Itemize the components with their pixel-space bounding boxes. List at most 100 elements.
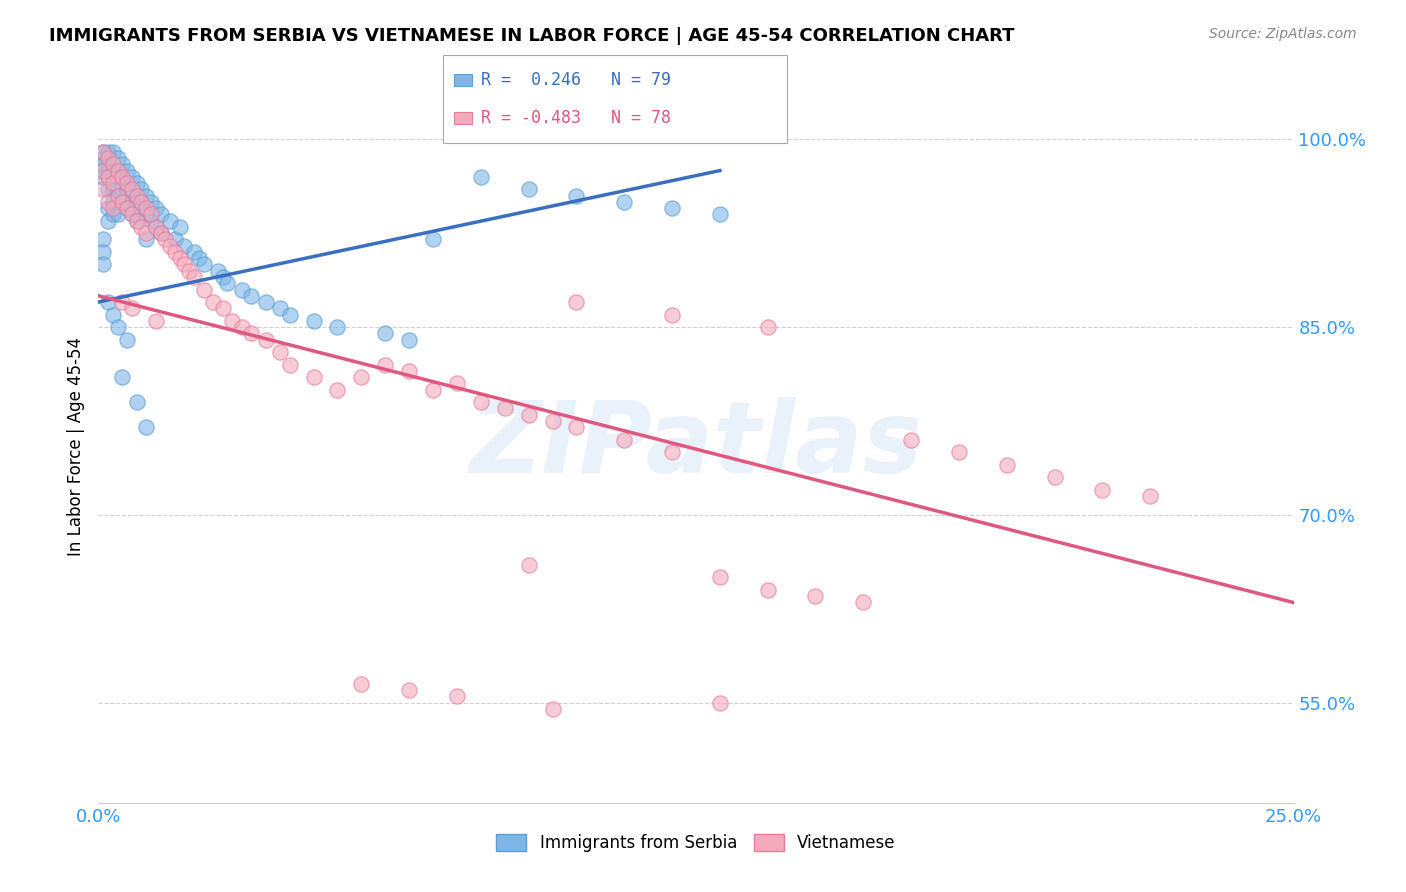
Point bbox=[948, 445, 970, 459]
Point bbox=[470, 169, 492, 184]
Point bbox=[111, 169, 134, 184]
Point bbox=[107, 320, 129, 334]
Point bbox=[125, 194, 148, 209]
Point bbox=[115, 163, 138, 178]
Point bbox=[661, 445, 683, 459]
Point bbox=[115, 176, 138, 190]
Point bbox=[661, 308, 683, 322]
Point bbox=[107, 169, 129, 184]
Point bbox=[995, 458, 1018, 472]
Point bbox=[97, 194, 120, 209]
Point bbox=[135, 207, 157, 221]
Point bbox=[115, 182, 138, 196]
Point bbox=[517, 182, 540, 196]
Point bbox=[202, 295, 225, 310]
Point bbox=[179, 264, 201, 278]
Point bbox=[135, 188, 157, 202]
Point bbox=[111, 194, 134, 209]
Point bbox=[139, 207, 162, 221]
Point bbox=[91, 169, 114, 184]
Point bbox=[91, 182, 114, 196]
Point bbox=[139, 194, 162, 209]
Point bbox=[183, 244, 205, 259]
Point bbox=[101, 207, 124, 221]
Point bbox=[135, 226, 157, 240]
Point bbox=[91, 232, 114, 246]
Point bbox=[145, 219, 167, 234]
Point bbox=[107, 188, 129, 202]
Point bbox=[121, 301, 143, 316]
Point bbox=[125, 213, 148, 227]
Point bbox=[101, 176, 124, 190]
Text: R =  0.246   N = 79: R = 0.246 N = 79 bbox=[481, 70, 671, 89]
Text: ZIPatlas: ZIPatlas bbox=[470, 398, 922, 494]
Point bbox=[517, 408, 540, 422]
Point bbox=[217, 277, 239, 291]
Point bbox=[207, 264, 229, 278]
Point bbox=[101, 182, 124, 196]
Point bbox=[254, 295, 277, 310]
Point bbox=[211, 270, 233, 285]
Point bbox=[111, 157, 134, 171]
Point bbox=[149, 226, 172, 240]
Point bbox=[193, 283, 215, 297]
Point bbox=[470, 395, 492, 409]
Point bbox=[131, 182, 153, 196]
Point bbox=[269, 301, 291, 316]
Point bbox=[1043, 470, 1066, 484]
Point bbox=[326, 320, 349, 334]
Point bbox=[278, 358, 301, 372]
Point bbox=[101, 163, 124, 178]
Point bbox=[131, 194, 153, 209]
Point bbox=[159, 238, 181, 252]
Point bbox=[422, 232, 444, 246]
Legend: Immigrants from Serbia, Vietnamese: Immigrants from Serbia, Vietnamese bbox=[489, 827, 903, 859]
Point bbox=[91, 157, 114, 171]
Point bbox=[91, 151, 114, 165]
Point bbox=[422, 383, 444, 397]
Point bbox=[97, 182, 120, 196]
Point bbox=[709, 696, 731, 710]
Point bbox=[173, 257, 195, 271]
Point bbox=[145, 314, 167, 328]
Point bbox=[101, 194, 124, 209]
Point bbox=[135, 232, 157, 246]
Point bbox=[91, 145, 114, 159]
Point bbox=[494, 401, 516, 416]
Point bbox=[121, 182, 143, 196]
Point bbox=[149, 226, 172, 240]
Point bbox=[97, 201, 120, 215]
Point bbox=[613, 433, 636, 447]
Point bbox=[163, 232, 186, 246]
Point bbox=[709, 570, 731, 584]
Point bbox=[269, 345, 291, 359]
Point bbox=[101, 157, 124, 171]
Point bbox=[661, 201, 683, 215]
Text: R = -0.483   N = 78: R = -0.483 N = 78 bbox=[481, 109, 671, 128]
Point bbox=[135, 420, 157, 434]
Point bbox=[231, 320, 253, 334]
Point bbox=[101, 201, 124, 215]
Point bbox=[111, 194, 134, 209]
Point bbox=[97, 151, 120, 165]
Point bbox=[1091, 483, 1114, 497]
Point bbox=[111, 370, 134, 384]
Text: Source: ZipAtlas.com: Source: ZipAtlas.com bbox=[1209, 27, 1357, 41]
Point bbox=[169, 251, 191, 265]
Point bbox=[541, 414, 564, 428]
Point bbox=[541, 702, 564, 716]
Point bbox=[211, 301, 233, 316]
Point bbox=[565, 295, 588, 310]
Point bbox=[446, 690, 468, 704]
Point bbox=[517, 558, 540, 572]
Point bbox=[756, 582, 779, 597]
Point bbox=[91, 257, 114, 271]
Point bbox=[121, 169, 143, 184]
Point bbox=[398, 333, 420, 347]
Point bbox=[852, 595, 875, 609]
Point bbox=[135, 201, 157, 215]
Point bbox=[221, 314, 243, 328]
Point bbox=[125, 188, 148, 202]
Point bbox=[101, 145, 124, 159]
Point bbox=[101, 308, 124, 322]
